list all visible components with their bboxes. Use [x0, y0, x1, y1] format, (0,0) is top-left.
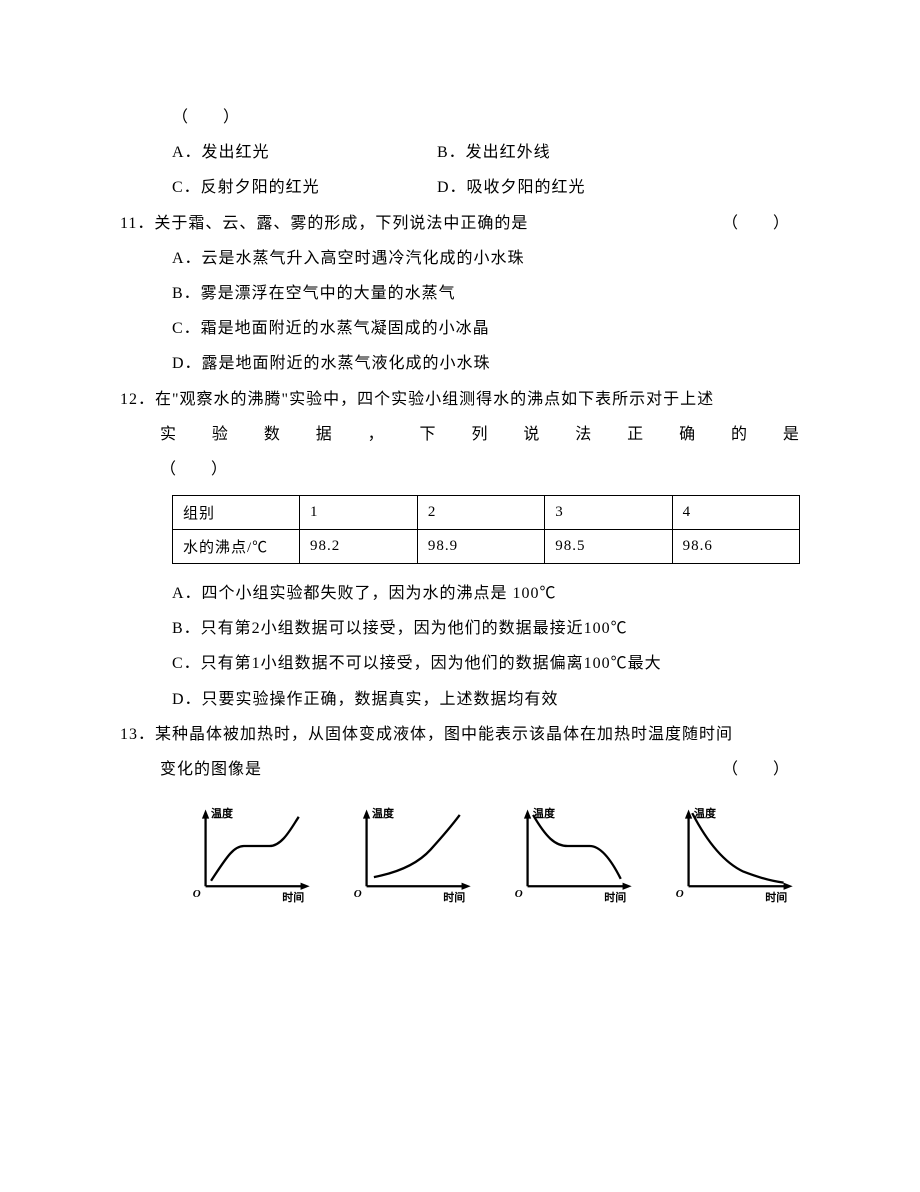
svg-text:O: O — [515, 888, 523, 900]
svg-text:温度: 温度 — [211, 806, 233, 820]
q10-options-row2: C．反射夕阳的红光 D．吸收夕阳的红光 — [120, 170, 800, 205]
q12-stem-line1: 12．在"观察水的沸腾"实验中，四个实验小组测得水的沸点如下表所示对于上述 — [120, 382, 800, 417]
q10-option-c[interactable]: C．反射夕阳的红光 — [172, 170, 432, 205]
svg-text:O: O — [354, 888, 362, 900]
q10-option-b[interactable]: B．发出红外线 — [437, 135, 551, 170]
svg-text:时间: 时间 — [604, 890, 626, 904]
svg-text:温度: 温度 — [533, 806, 555, 820]
q13-stem2: 变化的图像是 — [160, 761, 262, 778]
q12-table-header-cell: 2 — [417, 496, 544, 530]
q12-table-value-cell: 98.5 — [545, 530, 672, 564]
q11-stem-line: 11．关于霜、云、露、雾的形成，下列说法中正确的是 （ ） — [120, 206, 800, 241]
q12-option-c[interactable]: C．只有第1小组数据不可以接受，因为他们的数据偏离100℃最大 — [120, 646, 800, 681]
q12-table-row-label: 水的沸点/℃ — [173, 530, 300, 564]
svg-text:温度: 温度 — [694, 806, 716, 820]
q11-paren: （ ） — [722, 206, 800, 241]
q12-option-b[interactable]: B．只有第2小组数据可以接受，因为他们的数据最接近100℃ — [120, 611, 800, 646]
q12-option-d[interactable]: D．只要实验操作正确，数据真实，上述数据均有效 — [120, 682, 800, 717]
q10-paren: （ ） — [120, 100, 800, 135]
q13-charts: 温度时间 O 温度时间 O 温度时间 O 温度时间 O — [120, 797, 800, 917]
q13-chart-3[interactable]: 温度时间 O — [502, 797, 639, 917]
svg-text:时间: 时间 — [765, 890, 787, 904]
q11-option-d[interactable]: D．露是地面附近的水蒸气液化成的小水珠 — [120, 346, 800, 381]
q13-chart-2[interactable]: 温度时间 O — [341, 797, 478, 917]
q12-table: 组别1234 水的沸点/℃98.298.998.598.6 — [172, 495, 800, 564]
q12-table-header-cell: 1 — [299, 496, 417, 530]
q12-table-value-cell: 98.6 — [672, 530, 799, 564]
svg-text:时间: 时间 — [443, 890, 465, 904]
q10-option-a[interactable]: A．发出红光 — [172, 135, 432, 170]
q12-option-a[interactable]: A．四个小组实验都失败了，因为水的沸点是 100℃ — [120, 576, 800, 611]
q12-table-header-cell: 组别 — [173, 496, 300, 530]
q13-chart-1[interactable]: 温度时间 O — [180, 797, 317, 917]
q13-stem-line1: 13．某种晶体被加热时，从固体变成液体，图中能表示该晶体在加热时温度随时间 — [120, 717, 800, 752]
q13-chart-4[interactable]: 温度时间 O — [663, 797, 800, 917]
q13-paren: （ ） — [722, 752, 800, 787]
q11-option-b[interactable]: B．雾是漂浮在空气中的大量的水蒸气 — [120, 276, 800, 311]
q12-number: 12． — [120, 382, 155, 417]
svg-text:O: O — [676, 888, 684, 900]
q13-stem-line2: 变化的图像是 （ ） — [120, 752, 800, 787]
q11-stem: 关于霜、云、露、雾的形成，下列说法中正确的是 — [154, 215, 528, 232]
q12-stem1: 在"观察水的沸腾"实验中，四个实验小组测得水的沸点如下表所示对于上述 — [155, 391, 714, 408]
q13-number: 13． — [120, 717, 155, 752]
svg-text:时间: 时间 — [282, 890, 304, 904]
q11-option-a[interactable]: A．云是水蒸气升入高空时遇冷汽化成的小水珠 — [120, 241, 800, 276]
q12-stem-line2: 实验数据，下列说法正确的是 — [120, 417, 800, 452]
svg-text:温度: 温度 — [372, 806, 394, 820]
q12-paren: （ ） — [120, 452, 800, 487]
q12-table-header-cell: 4 — [672, 496, 799, 530]
q13-stem1: 某种晶体被加热时，从固体变成液体，图中能表示该晶体在加热时温度随时间 — [155, 726, 733, 743]
svg-text:O: O — [193, 888, 201, 900]
q12-table-header-cell: 3 — [545, 496, 672, 530]
q10-option-d[interactable]: D．吸收夕阳的红光 — [437, 170, 586, 205]
q11-number: 11． — [120, 206, 154, 241]
q10-options-row1: A．发出红光 B．发出红外线 — [120, 135, 800, 170]
q12-table-value-cell: 98.2 — [299, 530, 417, 564]
q12-table-value-cell: 98.9 — [417, 530, 544, 564]
q11-option-c[interactable]: C．霜是地面附近的水蒸气凝固成的小冰晶 — [120, 311, 800, 346]
